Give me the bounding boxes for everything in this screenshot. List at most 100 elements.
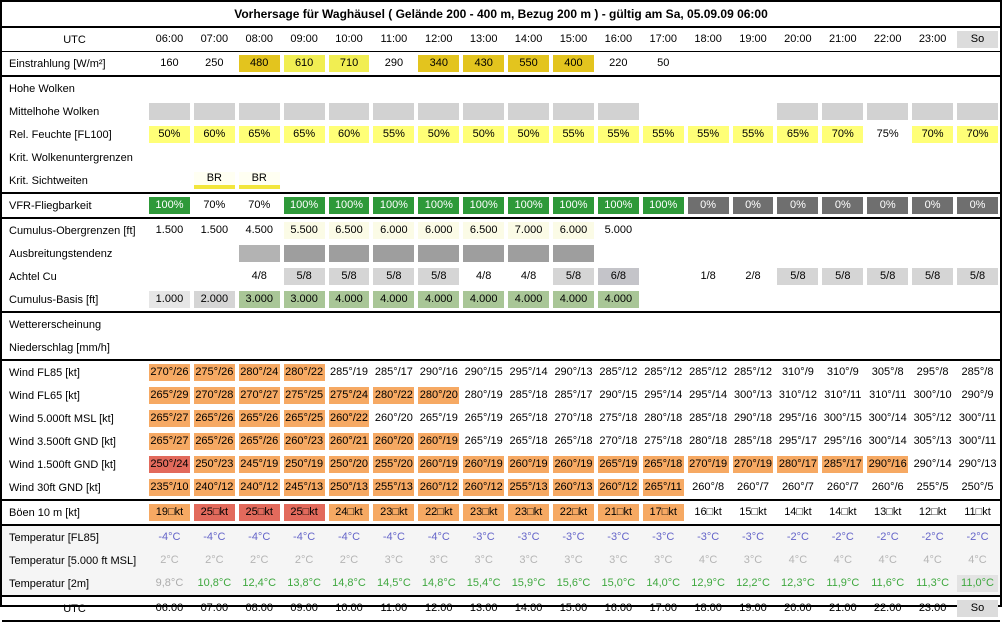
cell-value: -2°C	[786, 531, 809, 543]
cell-value	[957, 103, 998, 120]
table-cell: 4.000	[551, 288, 596, 312]
cell-value	[373, 245, 415, 262]
table-cell: 250°/19	[282, 453, 327, 476]
cell-value: 25□kt	[238, 504, 280, 521]
cell-value: 60%	[328, 126, 370, 143]
table-cell: 12,9°C	[685, 572, 731, 596]
cell-value	[912, 316, 953, 333]
table-cell	[730, 217, 776, 242]
table-cell: -3°C	[730, 524, 776, 549]
table-cell: 240°/12	[237, 476, 282, 500]
cell-value	[957, 245, 998, 262]
table-cell	[416, 311, 462, 336]
cell-value: 50%	[418, 126, 460, 143]
table-cell: 55%	[641, 123, 686, 146]
cell-value: 17□kt	[642, 504, 684, 521]
table-cell: 285°/8	[955, 359, 1000, 384]
table-cell	[551, 146, 596, 169]
cell-value: 4/8	[520, 270, 537, 282]
row-label-hohe-wolken: Hohe Wolken	[2, 75, 147, 100]
table-cell: 100%	[595, 192, 641, 218]
table-cell: 290°/15	[461, 359, 507, 384]
table-cell: 265°/26	[237, 407, 282, 430]
table-cell	[237, 336, 282, 360]
table-cell: 280°/20	[416, 384, 461, 407]
table-cell	[685, 75, 731, 100]
table-cell	[506, 75, 552, 100]
column-header: 13:00	[461, 595, 507, 622]
table-cell	[461, 169, 506, 193]
table-cell	[147, 169, 192, 193]
table-cell	[551, 75, 596, 100]
cell-value: 275°/18	[599, 412, 638, 424]
cell-value: 55%	[687, 126, 729, 143]
cell-value: 260°/6	[871, 481, 904, 493]
cell-value: 280°/19	[464, 389, 503, 401]
table-cell: 270°/27	[237, 384, 282, 407]
table-cell	[731, 242, 776, 265]
table-cell: 300°/10	[910, 384, 955, 407]
cell-value: 15:00	[559, 33, 588, 45]
table-cell: BR	[192, 169, 237, 193]
table-cell	[955, 311, 1000, 336]
cell-value: 09:00	[290, 33, 318, 45]
cell-value	[733, 291, 774, 308]
table-cell	[865, 146, 910, 169]
cell-value: 240°/12	[193, 479, 235, 496]
column-header: 07:00	[191, 595, 237, 622]
table-cell	[820, 169, 865, 193]
column-header: 13:00	[461, 28, 506, 52]
table-cell: 100%	[506, 192, 552, 218]
table-cell	[731, 288, 776, 312]
column-header: 23:00	[910, 28, 955, 52]
cell-value: 160	[160, 57, 179, 69]
table-cell: 310°/11	[865, 384, 910, 407]
table-cell: 265°/26	[192, 430, 237, 453]
table-cell: 280°/17	[775, 453, 820, 476]
table-cell: 275°/18	[641, 430, 686, 453]
row-label-wind-5000ft-msl: Wind 5.000ft MSL [kt]	[9, 412, 114, 425]
column-header: So	[955, 28, 1000, 52]
column-header: 10:00	[327, 28, 372, 52]
cell-value: 300°/10	[913, 389, 952, 401]
cell-value: -4°C	[382, 531, 405, 543]
table-cell	[192, 242, 237, 265]
cell-value: 260°/19	[553, 456, 594, 473]
table-cell: 14,5°C	[371, 572, 417, 596]
table-cell: 2.000	[192, 288, 237, 312]
cell-value: 15□kt	[739, 506, 767, 518]
cell-value	[149, 339, 190, 356]
cell-value: 265°/19	[464, 435, 503, 447]
table-cell: 12,4°C	[236, 572, 282, 596]
cell-value	[328, 103, 370, 120]
cell-value: 300°/11	[958, 435, 997, 447]
table-cell: 3°C	[640, 549, 686, 572]
cell-value: 310°/9	[781, 366, 814, 378]
cell-value	[284, 316, 325, 333]
cell-value: BR	[238, 172, 280, 189]
cell-value: 14,5°C	[377, 577, 411, 589]
table-cell	[775, 169, 820, 193]
column-header: So	[955, 595, 1000, 622]
table-cell: 23□kt	[371, 499, 417, 525]
table-cell: 295°/17	[775, 430, 820, 453]
cell-value	[822, 149, 863, 166]
table-cell: 260°/8	[686, 476, 731, 500]
cell-value: 100%	[283, 197, 325, 214]
cell-value: 255°/13	[373, 479, 415, 496]
cell-value: 1.500	[200, 224, 229, 236]
table-cell	[282, 169, 327, 193]
table-cell: 280°/22	[281, 359, 327, 384]
table-cell: 310°/9	[820, 359, 866, 384]
cell-value: 290°/15	[599, 389, 638, 401]
table-cell: 260°/12	[416, 476, 461, 500]
cell-value: 260°/19	[418, 433, 460, 450]
table-cell: 50%	[461, 123, 506, 146]
cell-value: -3°C	[607, 531, 630, 543]
row-label-ausbreitungstendenz: Ausbreitungstendenz	[9, 247, 113, 260]
table-cell	[281, 75, 327, 100]
table-cell: 295°/14	[686, 384, 731, 407]
cell-value: -2°C	[876, 531, 899, 543]
row-wind-fl85: Wind FL85 [kt] 270°/26 275°/26 280°/24 280°/…	[2, 359, 1000, 384]
column-header: 08:00	[236, 595, 282, 622]
